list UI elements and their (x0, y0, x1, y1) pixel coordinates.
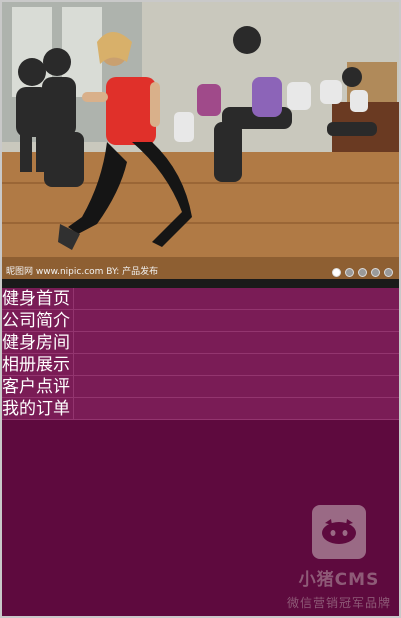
menu-item-rooms[interactable]: 健身房间 (2, 332, 399, 354)
menu-item-label: 健身房间 (2, 332, 74, 353)
slider-dots (332, 268, 393, 277)
menu-item-reviews[interactable]: 客户点评 (2, 376, 399, 398)
image-slider[interactable]: 昵图网 www.nipic.com BY: 产品发布 (2, 2, 399, 279)
brand-tagline: 微信营销冠军品牌 (286, 596, 391, 610)
menu-item-fill (74, 398, 399, 419)
menu-item-label: 我的订单 (2, 398, 74, 419)
menu-item-album[interactable]: 相册展示 (2, 354, 399, 376)
pig-logo-icon (312, 505, 366, 559)
menu-item-about[interactable]: 公司简介 (2, 310, 399, 332)
slide-photo (2, 2, 399, 279)
slider-dot-5[interactable] (384, 268, 393, 277)
menu-item-fill (74, 332, 399, 353)
slider-dot-3[interactable] (358, 268, 367, 277)
slider-dot-1[interactable] (332, 268, 341, 277)
brand-watermark: 小猪CMS 微信营销冠军品牌 (284, 505, 394, 615)
menu-item-fill (74, 310, 399, 331)
menu-item-orders[interactable]: 我的订单 (2, 398, 399, 420)
menu-item-fill (74, 376, 399, 397)
menu-item-label: 客户点评 (2, 376, 74, 397)
menu-item-fill (74, 354, 399, 375)
menu-item-fill (74, 288, 399, 309)
menu-item-label: 公司简介 (2, 310, 74, 331)
slider-dot-4[interactable] (371, 268, 380, 277)
brand-name: 小猪CMS (298, 570, 380, 590)
slider-dot-2[interactable] (345, 268, 354, 277)
main-menu: 健身首页 公司简介 健身房间 相册展示 客户点评 我的订单 (2, 288, 399, 420)
menu-item-label: 健身首页 (2, 288, 74, 309)
menu-item-label: 相册展示 (2, 354, 74, 375)
slider-bottom-bar (2, 279, 399, 288)
photo-watermark: 昵图网 www.nipic.com BY: 产品发布 (6, 267, 159, 277)
menu-item-home[interactable]: 健身首页 (2, 288, 399, 310)
